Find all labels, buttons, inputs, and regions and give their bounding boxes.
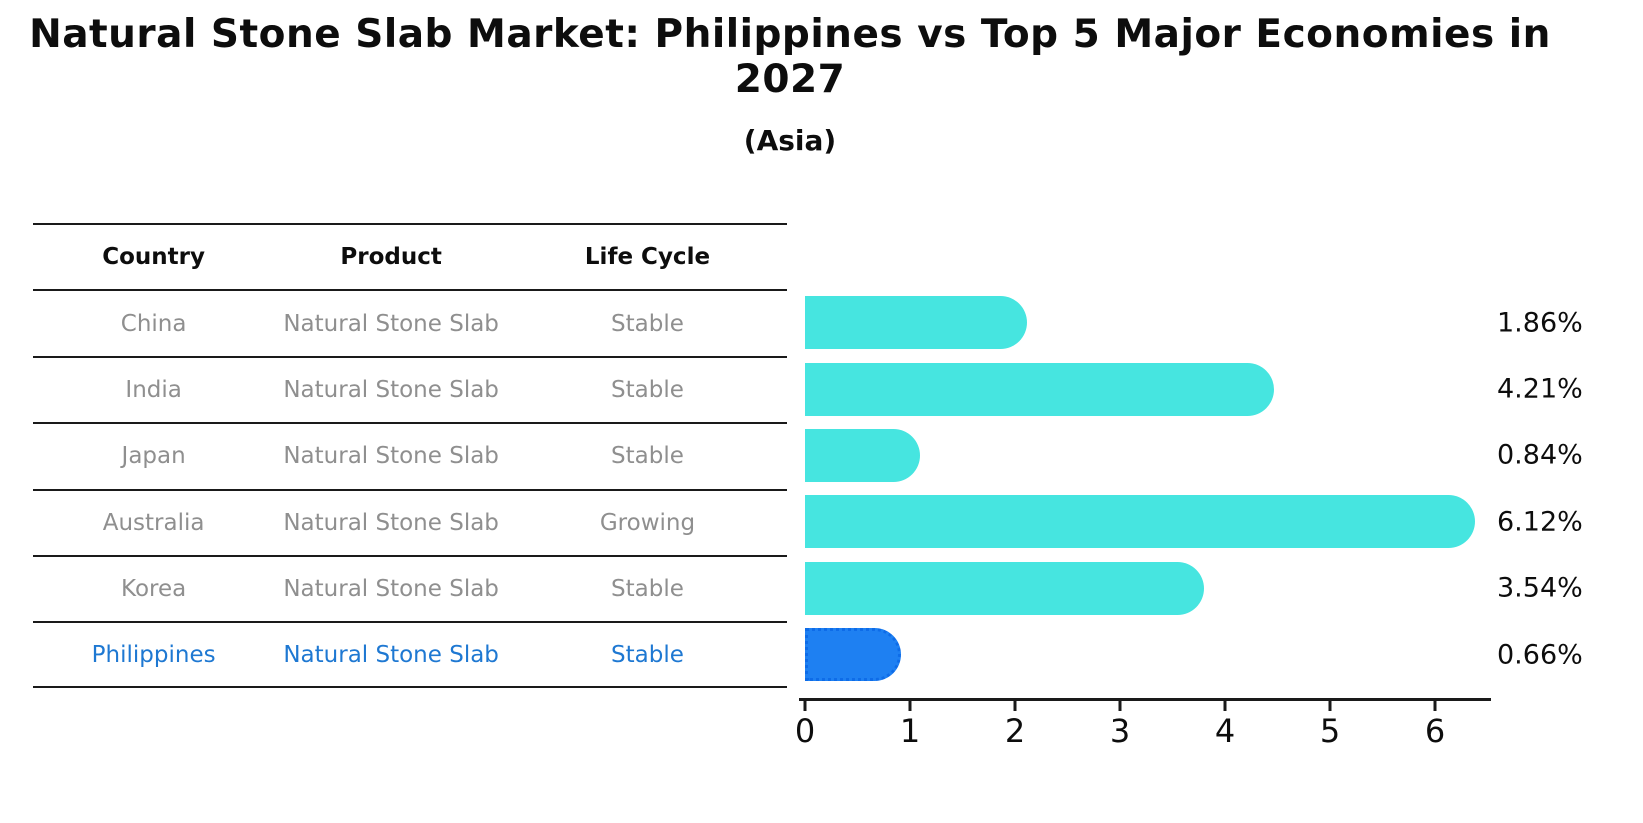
- table-row: China Natural Stone Slab Stable: [33, 289, 787, 355]
- bar-value-label: 0.66%: [1497, 639, 1583, 671]
- table-cell-country: Philippines: [91, 641, 216, 668]
- table-row: Japan Natural Stone Slab Stable: [33, 422, 787, 488]
- table-cell-product: Natural Stone Slab: [283, 576, 499, 603]
- table-cell-country: India: [125, 376, 182, 403]
- table-header-row: Country Product Life Cycle: [33, 223, 787, 289]
- x-axis-tick: [1118, 700, 1122, 711]
- page-subtitle: (Asia): [743, 124, 837, 157]
- table-header-product: Product: [340, 244, 442, 271]
- table-cell-life-cycle: Growing: [599, 509, 696, 536]
- table-cell-life-cycle: Stable: [611, 443, 684, 470]
- table-cell-life-cycle: Stable: [611, 641, 684, 668]
- table-row: Philippines Natural Stone Slab Stable: [33, 621, 787, 688]
- bar-value-label: 3.54%: [1497, 572, 1583, 604]
- x-axis-tick-label: 2: [1004, 712, 1026, 750]
- chart-header: Natural Stone Slab Market: Philippines v…: [0, 0, 1580, 157]
- bar-india: [805, 362, 1275, 416]
- table-cell-life-cycle: Stable: [611, 310, 684, 337]
- country-table: Country Product Life Cycle China Natural …: [33, 223, 787, 688]
- table-row: India Natural Stone Slab Stable: [33, 355, 787, 422]
- x-axis-tick: [1013, 700, 1017, 711]
- bar-china: [805, 296, 1028, 350]
- table-cell-product: Natural Stone Slab: [283, 443, 499, 470]
- table-cell-life-cycle: Stable: [611, 576, 684, 603]
- table-row: Korea Natural Stone Slab Stable: [33, 554, 787, 621]
- table-cell-country: Australia: [102, 509, 205, 536]
- bar-korea: [805, 561, 1204, 615]
- x-axis-tick-label: 4: [1214, 712, 1236, 750]
- bar-value-label: 6.12%: [1497, 506, 1583, 538]
- bar-value-label: 0.84%: [1497, 439, 1583, 471]
- table-cell-product: Natural Stone Slab: [283, 310, 499, 337]
- bar-japan: [805, 428, 921, 482]
- bar-philippines: [805, 628, 902, 682]
- table-cell-product: Natural Stone Slab: [283, 641, 499, 668]
- x-axis-tick-label: 0: [794, 712, 816, 750]
- x-axis-tick: [908, 700, 912, 711]
- table-header-life-cycle: Life Cycle: [584, 244, 711, 271]
- table-cell-country: Japan: [121, 443, 186, 470]
- x-axis-tick: [1433, 700, 1437, 711]
- x-axis-line: [799, 698, 1491, 701]
- bar-value-label: 1.86%: [1497, 307, 1583, 339]
- table-row: Australia Natural Stone Slab Growing: [33, 488, 787, 555]
- x-axis-tick-label: 3: [1109, 712, 1131, 750]
- table-cell-product: Natural Stone Slab: [283, 509, 499, 536]
- table-cell-life-cycle: Stable: [611, 376, 684, 403]
- page-title: Natural Stone Slab Market: Philippines v…: [29, 12, 1551, 102]
- x-axis-tick-label: 6: [1424, 712, 1446, 750]
- bar-australia: [805, 495, 1475, 549]
- x-axis-tick: [803, 700, 807, 711]
- x-axis-tick: [1328, 700, 1332, 711]
- table-header-country: Country: [102, 244, 206, 271]
- table-cell-country: Korea: [121, 576, 187, 603]
- bar-value-label: 4.21%: [1497, 373, 1583, 405]
- x-axis-tick-label: 1: [899, 712, 921, 750]
- x-axis-tick-label: 5: [1319, 712, 1341, 750]
- table-cell-country: China: [120, 310, 187, 337]
- x-axis-tick: [1223, 700, 1227, 711]
- table-cell-product: Natural Stone Slab: [283, 376, 499, 403]
